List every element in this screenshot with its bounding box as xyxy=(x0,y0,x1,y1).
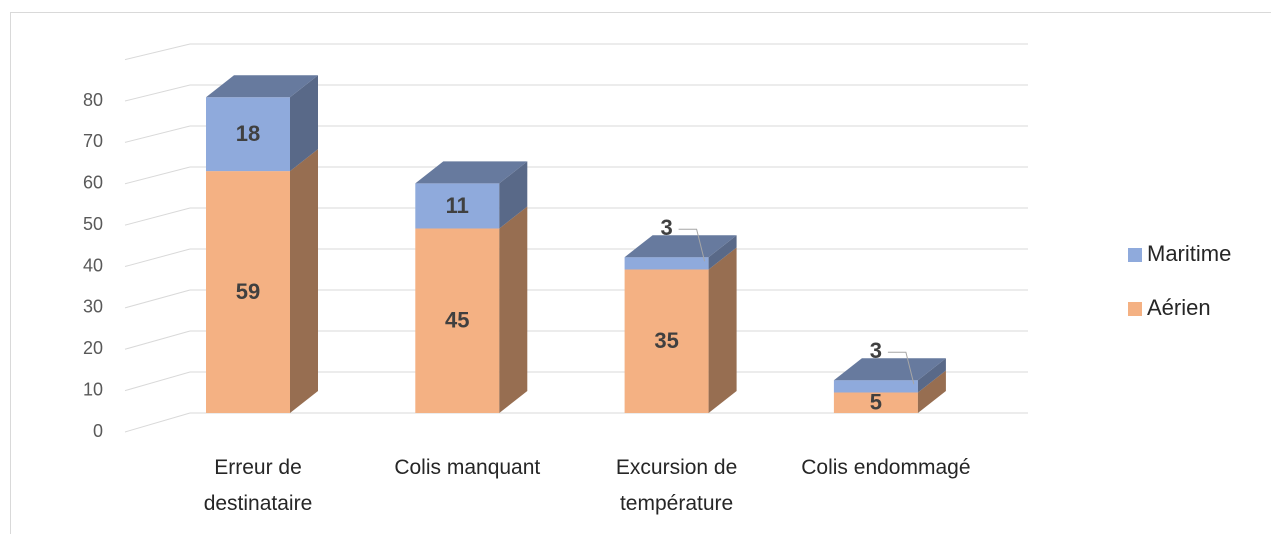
grid-line xyxy=(124,43,191,61)
bar-segment xyxy=(206,171,290,413)
y-tick-label: 70 xyxy=(83,131,103,151)
y-tick-label: 10 xyxy=(83,379,103,399)
y-tick-label: 60 xyxy=(83,173,103,193)
data-label: 3 xyxy=(660,215,672,240)
leader-line xyxy=(887,351,915,385)
grid-line xyxy=(124,207,191,226)
x-tick-label: Excursion de température xyxy=(615,456,738,515)
grid-line xyxy=(124,166,191,185)
y-tick-label: 50 xyxy=(83,214,103,234)
legend-label: Aérien xyxy=(1147,295,1211,320)
bar-top xyxy=(415,161,528,184)
grid-line xyxy=(124,125,191,143)
legend-label: Maritime xyxy=(1147,241,1231,266)
bar-segment xyxy=(833,380,918,393)
x-tick-label: Colis endommagé xyxy=(801,456,971,479)
bar-side xyxy=(290,149,318,413)
y-tick-label: 40 xyxy=(83,255,103,275)
y-tick-label: 0 xyxy=(93,421,103,441)
grid-line xyxy=(124,412,191,433)
y-tick-label: 20 xyxy=(83,338,103,358)
legend-swatch xyxy=(1128,302,1142,316)
y-tick-label: 30 xyxy=(83,297,103,317)
leader-line xyxy=(678,228,706,262)
data-label: 5 xyxy=(870,390,882,415)
grid-line xyxy=(124,371,191,392)
y-tick-label: 80 xyxy=(83,90,103,110)
chart-border xyxy=(10,12,1271,534)
grid-line xyxy=(124,84,191,102)
grid-line xyxy=(124,289,191,309)
bar-side xyxy=(917,358,946,393)
data-label: 11 xyxy=(446,193,469,218)
data-label: 18 xyxy=(236,121,260,146)
grid-line xyxy=(124,248,191,267)
legend-swatch xyxy=(1128,248,1142,262)
bar-top xyxy=(833,358,946,381)
bar-segment xyxy=(415,183,500,229)
bar-segment xyxy=(415,228,500,413)
data-label: 35 xyxy=(654,328,678,353)
x-tick-label: Colis manquant xyxy=(394,456,541,479)
bar-segment xyxy=(833,392,918,413)
bar-side xyxy=(708,235,737,270)
bar-side xyxy=(708,247,737,413)
bar-top xyxy=(206,75,318,98)
bar-side xyxy=(499,206,528,413)
data-label: 59 xyxy=(236,279,260,304)
bar-top xyxy=(624,235,737,258)
bar-side xyxy=(499,161,528,229)
data-label: 45 xyxy=(445,308,469,333)
data-label: 3 xyxy=(870,338,882,363)
x-tick-label: Erreur de destinataire xyxy=(203,456,313,515)
bar-segment xyxy=(624,257,709,270)
grid-line xyxy=(124,330,191,350)
bar-segment xyxy=(206,97,290,172)
bar-segment xyxy=(624,269,709,413)
bar-side xyxy=(290,75,318,172)
bar-side xyxy=(917,370,946,413)
